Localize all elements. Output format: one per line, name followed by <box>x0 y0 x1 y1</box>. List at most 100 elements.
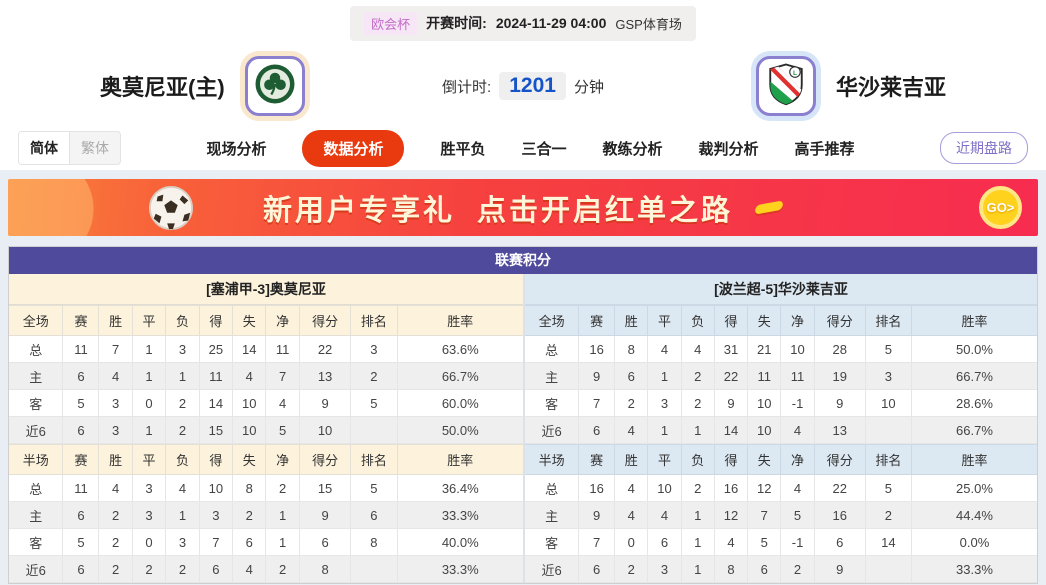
column-header: 得 <box>713 305 749 336</box>
column-header: 胜 <box>614 305 649 336</box>
stat-cell: 1 <box>680 501 715 529</box>
stat-cell: 6 <box>62 416 100 444</box>
column-header: 平 <box>647 444 682 475</box>
stat-cell: 2 <box>265 555 300 583</box>
stat-cell: 16 <box>813 501 866 529</box>
tab-live-analysis[interactable]: 现场分析 <box>206 140 267 158</box>
stat-cell: 9 <box>298 389 352 417</box>
stat-cell: 5 <box>747 528 782 556</box>
stat-cell: 28.6% <box>910 389 1037 417</box>
row-label: 客 <box>525 528 580 556</box>
go-button[interactable]: GO> <box>979 186 1022 229</box>
lang-simplified-button[interactable]: 简体 <box>19 132 70 164</box>
table-row: 主 9 6 1 2 22 11 11 19 3 66.7% <box>525 362 1037 390</box>
column-header: 得 <box>198 444 234 475</box>
stat-cell: 7 <box>98 335 133 363</box>
stat-cell: 0 <box>614 528 649 556</box>
stat-cell: 1 <box>131 416 167 444</box>
stat-cell: 33.3% <box>396 555 523 583</box>
table-row: 主 6 2 3 1 3 2 1 9 6 33.3% <box>9 501 523 529</box>
row-label: 总 <box>9 474 64 502</box>
lang-traditional-button[interactable]: 繁体 <box>81 140 109 156</box>
home-league-header: [塞浦甲-3]奥莫尼亚 <box>9 274 523 305</box>
stat-cell: 10 <box>232 389 267 417</box>
stat-cell: 1 <box>131 335 167 363</box>
banner-headline-right: 点击开启红单之路 <box>477 194 734 227</box>
stat-cell: 5 <box>265 416 300 444</box>
column-header-row: 全场赛胜平负得失净得分 排名 胜率 <box>9 305 523 336</box>
table-row: 近6 6 3 1 2 15 10 5 10 50.0% <box>9 416 523 444</box>
table-row: 客 7 2 3 2 9 10 -1 9 10 28.6% <box>525 389 1037 417</box>
column-header: 净 <box>265 444 300 475</box>
stat-cell: 25 <box>198 335 234 363</box>
column-header: 胜率 <box>396 305 523 336</box>
home-stats-panel: [塞浦甲-3]奥莫尼亚 全场赛胜平负得失净得分 排名 胜率总 11 7 1 3 25 14 11 2… <box>9 274 523 583</box>
stat-cell: 4 <box>614 416 649 444</box>
stat-cell: 9 <box>578 362 616 390</box>
stat-cell: 5 <box>864 474 912 502</box>
tab-referee-analysis[interactable]: 裁判分析 <box>698 140 759 158</box>
home-fulltime-table: 全场赛胜平负得失净得分 排名 胜率总 11 7 1 3 25 14 11 22 3 63.6% 主 6 4 1 1… <box>9 305 523 444</box>
stat-cell: 10 <box>647 474 682 502</box>
stat-cell: 4 <box>780 474 815 502</box>
stat-cell: 33.3% <box>910 555 1037 583</box>
stat-cell: 0 <box>131 389 167 417</box>
tab-data-analysis[interactable]: 数据分析 <box>302 129 405 167</box>
tab-three-in-one[interactable]: 三合一 <box>521 140 567 158</box>
stat-cell <box>864 416 912 444</box>
tab-win-draw-lose[interactable]: 胜平负 <box>440 140 486 158</box>
stat-cell: 10 <box>780 335 815 363</box>
column-header: 得分 <box>298 305 352 336</box>
stat-cell: 1 <box>131 362 167 390</box>
stat-cell: 5 <box>780 501 815 529</box>
row-label: 总 <box>9 335 64 363</box>
tab-expert-picks[interactable]: 高手推荐 <box>794 140 855 158</box>
column-header: 负 <box>680 305 715 336</box>
stat-cell: 2 <box>265 474 300 502</box>
stat-cell: 16 <box>578 474 616 502</box>
column-header-row: 半场赛胜平负得失净得分 排名 胜率 <box>525 444 1037 475</box>
stat-cell: 1 <box>647 416 682 444</box>
column-header: 平 <box>131 305 167 336</box>
stat-cell: 6 <box>813 528 866 556</box>
promo-banner[interactable]: 新用户专享礼 点击开启红单之路 GO> <box>8 179 1038 236</box>
stat-cell: 4 <box>265 389 300 417</box>
column-header: 得 <box>198 305 234 336</box>
stat-cell: 0.0% <box>910 528 1037 556</box>
column-header: 负 <box>165 444 200 475</box>
column-header: 胜 <box>98 444 133 475</box>
stat-cell: 5 <box>350 389 398 417</box>
nav-bar: 简体 繁体 现场分析 数据分析 胜平负 三合一 教练分析 裁判分析 高手推荐 近… <box>0 126 1046 170</box>
stat-cell: 7 <box>578 528 616 556</box>
stat-cell: 3 <box>98 416 133 444</box>
recent-trend-button[interactable]: 近期盘路 <box>940 132 1028 164</box>
stat-cell: 8 <box>713 555 749 583</box>
stat-cell <box>350 416 398 444</box>
stat-cell: 40.0% <box>396 528 523 556</box>
stat-cell: 5 <box>864 335 912 363</box>
stat-cell: 28 <box>813 335 866 363</box>
stat-cell: 1 <box>680 555 715 583</box>
row-label: 主 <box>9 501 64 529</box>
stat-cell: 50.0% <box>396 416 523 444</box>
stat-cell: 4 <box>680 335 715 363</box>
stat-cell: 1 <box>680 416 715 444</box>
column-header: 胜率 <box>910 305 1037 336</box>
stat-cell: 7 <box>578 389 616 417</box>
tab-coach-analysis[interactable]: 教练分析 <box>602 140 663 158</box>
home-team-name: 奥莫尼亚(主) <box>100 75 225 100</box>
stat-cell: 6 <box>62 555 100 583</box>
stat-cell: 6 <box>198 555 234 583</box>
home-team-block: 奥莫尼亚(主) <box>100 56 412 116</box>
stat-cell: 11 <box>198 362 234 390</box>
stat-cell: 15 <box>198 416 234 444</box>
table-row: 总 11 7 1 3 25 14 11 22 3 63.6% <box>9 335 523 363</box>
column-header: 排名 <box>350 444 398 475</box>
stat-cell: 3 <box>647 389 682 417</box>
banner-headline-left: 新用户专享礼 <box>262 194 455 227</box>
column-header: 半场 <box>9 444 64 475</box>
table-row: 近6 6 2 3 1 8 6 2 9 33.3% <box>525 555 1037 583</box>
stat-cell: 0 <box>131 528 167 556</box>
column-header: 平 <box>131 444 167 475</box>
row-label: 总 <box>525 474 580 502</box>
